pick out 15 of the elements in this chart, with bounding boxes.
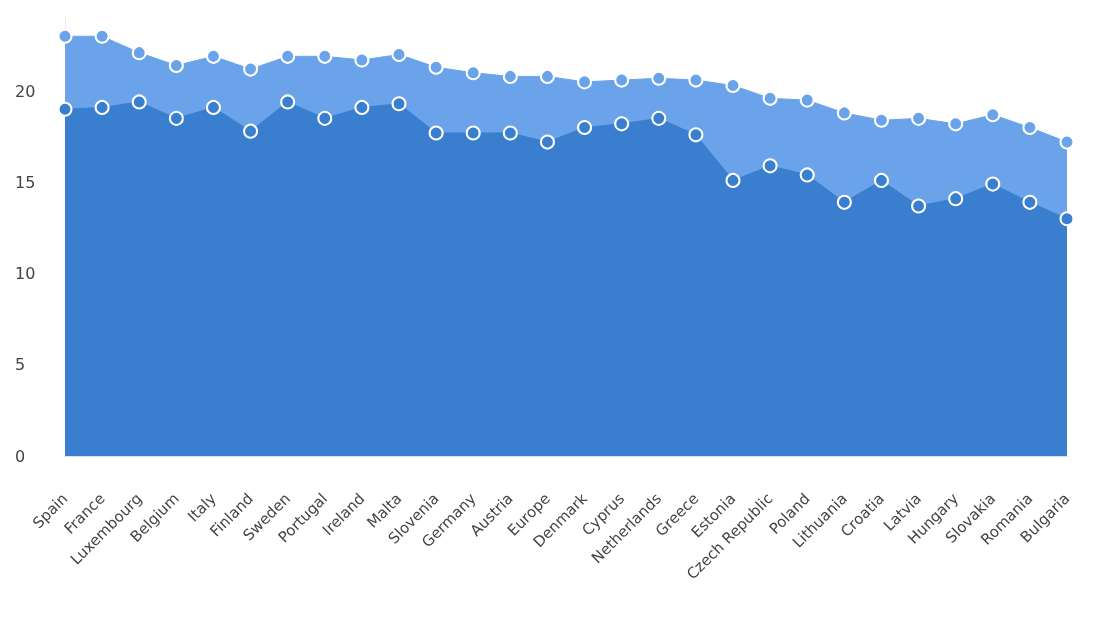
point — [948, 191, 964, 207]
y-tick-label: 15 — [15, 172, 36, 192]
point — [873, 172, 889, 188]
y-tick-label: 20 — [15, 81, 36, 101]
point — [836, 194, 852, 210]
point — [762, 158, 778, 174]
point — [911, 198, 927, 214]
point — [1022, 194, 1038, 210]
point — [1059, 211, 1075, 227]
y-tick-label: 0 — [15, 446, 26, 466]
point — [985, 176, 1001, 192]
point — [725, 172, 741, 188]
y-tick-label: 10 — [15, 264, 36, 283]
point — [799, 167, 815, 183]
y-tick-label: 5 — [15, 355, 26, 375]
